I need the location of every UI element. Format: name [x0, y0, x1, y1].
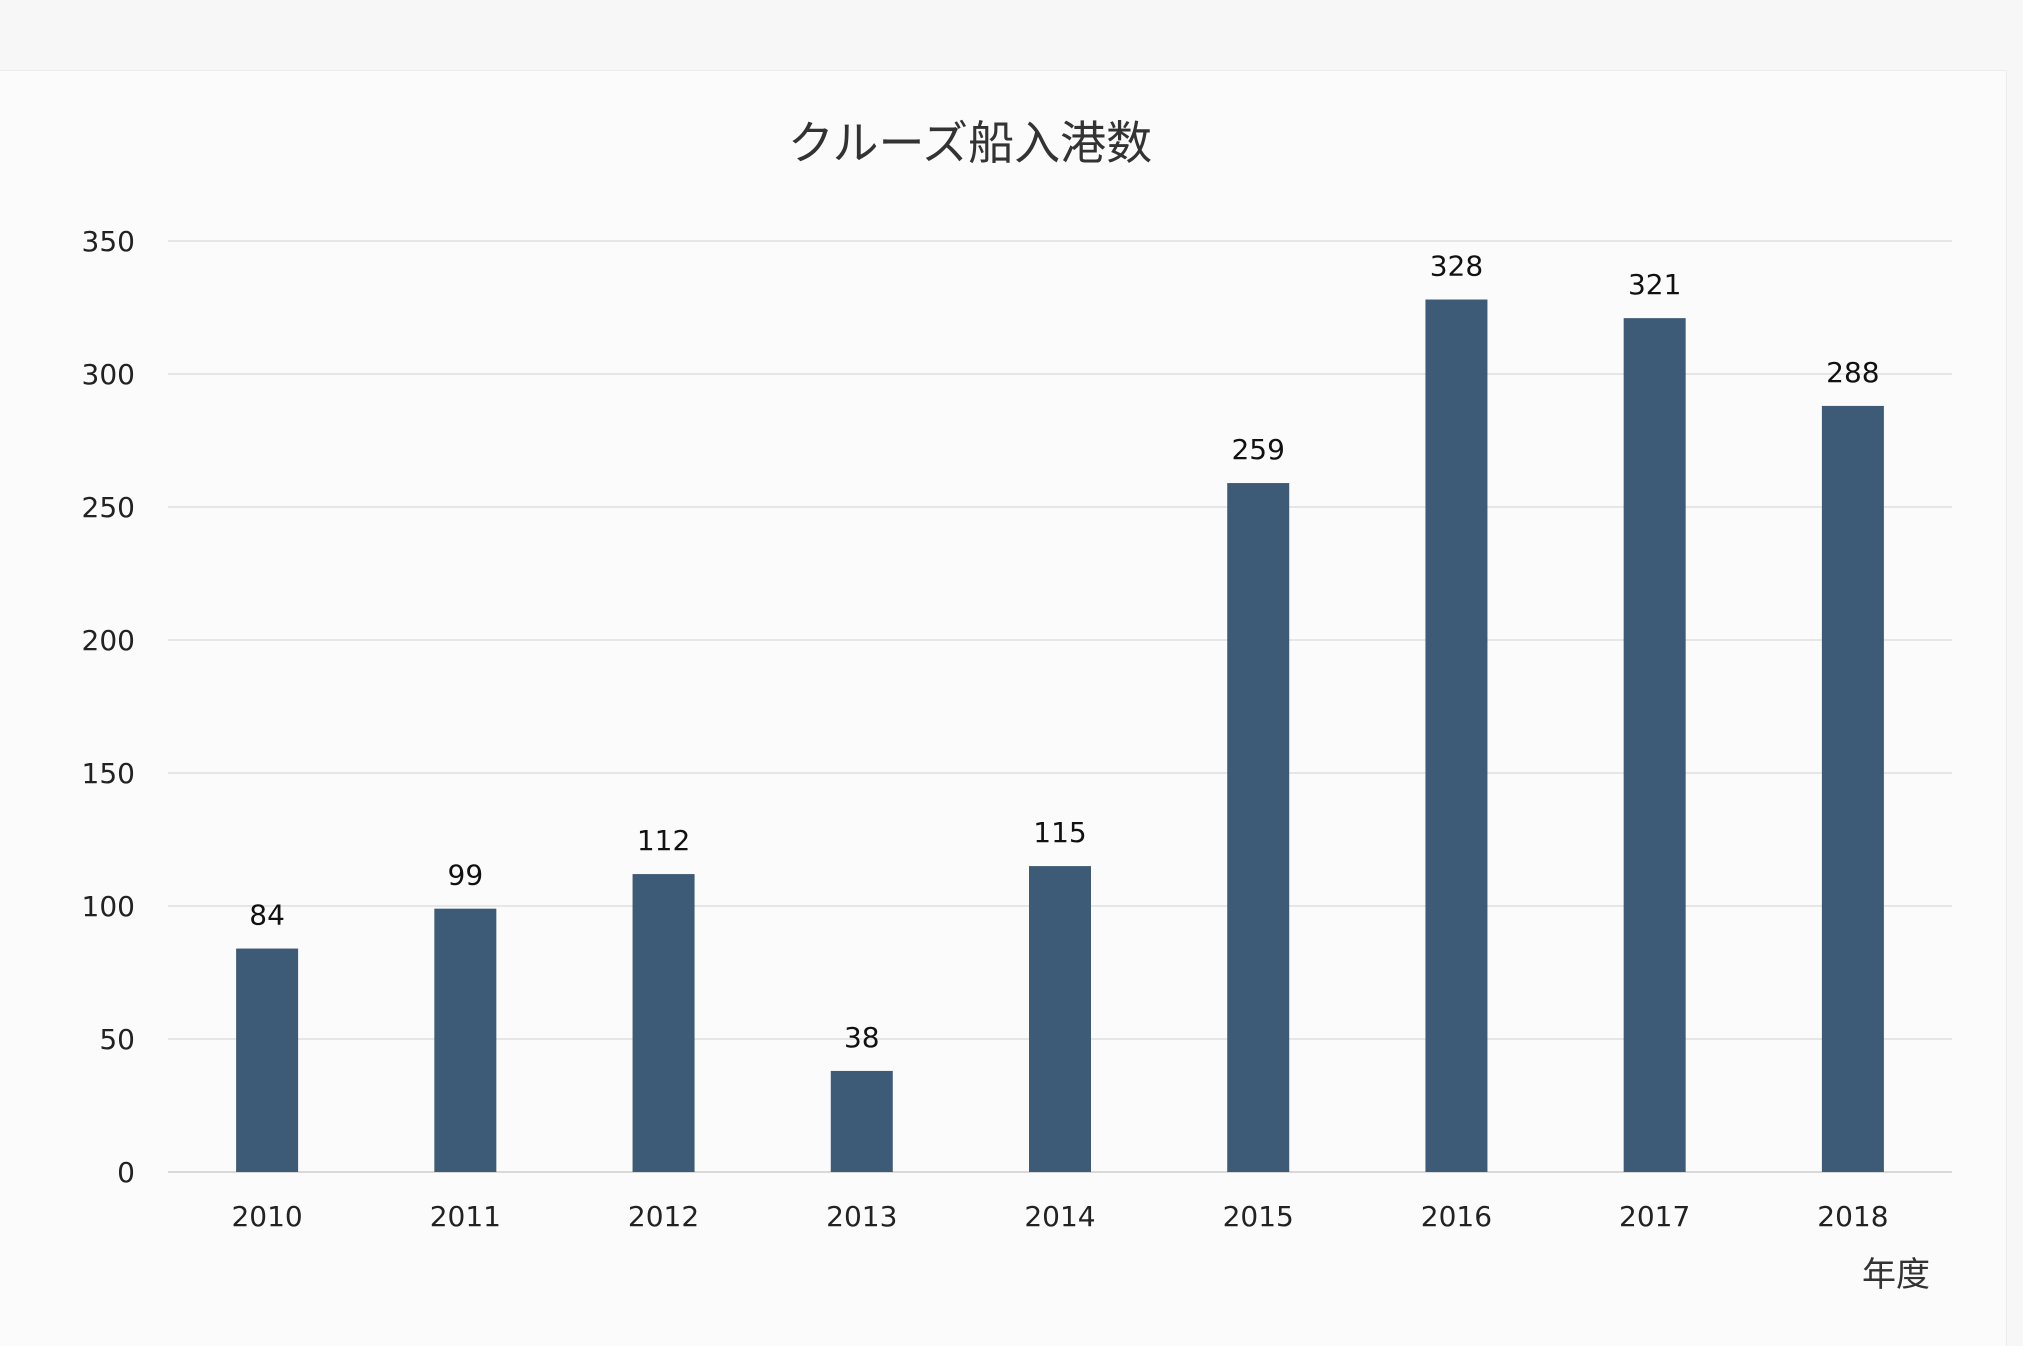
y-tick-label: 50 — [99, 1023, 135, 1056]
x-tick-label-2013: 2013 — [826, 1200, 897, 1233]
data-label-2017: 321 — [1628, 268, 1681, 301]
y-tick-label: 350 — [82, 225, 135, 258]
x-tick-label-2015: 2015 — [1223, 1200, 1294, 1233]
x-tick-label-2010: 2010 — [231, 1200, 302, 1233]
chart-title: クルーズ船入港数 — [788, 116, 1152, 170]
y-tick-label: 150 — [82, 757, 135, 790]
bar-2013 — [830, 1070, 893, 1172]
data-label-2016: 328 — [1430, 250, 1483, 283]
y-tick-label: 200 — [82, 624, 135, 657]
data-labels: 84 99 112 38 115 259 328 321 288 — [249, 250, 1879, 1054]
data-label-2011: 99 — [448, 859, 484, 892]
bar-2018 — [1821, 405, 1884, 1172]
data-label-2015: 259 — [1231, 433, 1284, 466]
data-label-2013: 38 — [844, 1021, 880, 1054]
x-tick-label-2016: 2016 — [1421, 1200, 1492, 1233]
x-tick-label-2011: 2011 — [430, 1200, 501, 1233]
x-tick-label-2014: 2014 — [1024, 1200, 1095, 1233]
x-tick-label-2017: 2017 — [1619, 1200, 1690, 1233]
y-tick-label: 100 — [82, 890, 135, 923]
x-tick-label-2012: 2012 — [628, 1200, 699, 1233]
bar-2017 — [1623, 318, 1686, 1172]
data-label-2014: 115 — [1033, 816, 1086, 849]
bar-chart: クルーズ船入港数 0 50 100 150 200 250 300 350 84 99 112 38… — [82, 116, 1952, 1295]
y-tick-label: 300 — [82, 358, 135, 391]
y-axis: 0 50 100 150 200 250 300 350 — [82, 225, 135, 1189]
data-label-2010: 84 — [249, 899, 285, 932]
bar-2010 — [236, 948, 299, 1172]
bars — [236, 299, 1884, 1172]
bar-2011 — [434, 908, 497, 1172]
y-tick-label: 250 — [82, 491, 135, 524]
bar-2016 — [1425, 299, 1488, 1172]
chart-panel: クルーズ船入港数 0 50 100 150 200 250 300 350 84 99 112 38… — [0, 70, 2007, 1346]
x-tick-label-2018: 2018 — [1817, 1200, 1888, 1233]
bar-2014 — [1029, 866, 1091, 1172]
bar-2015 — [1227, 483, 1290, 1172]
x-axis: 2010 2011 2012 2013 2014 2015 2016 2017 2018 — [231, 1200, 1888, 1233]
x-axis-title: 年度 — [1862, 1255, 1930, 1295]
data-label-2012: 112 — [637, 824, 690, 857]
bar-2012 — [632, 874, 695, 1172]
y-tick-label: 0 — [117, 1156, 135, 1189]
data-label-2018: 288 — [1826, 356, 1879, 389]
